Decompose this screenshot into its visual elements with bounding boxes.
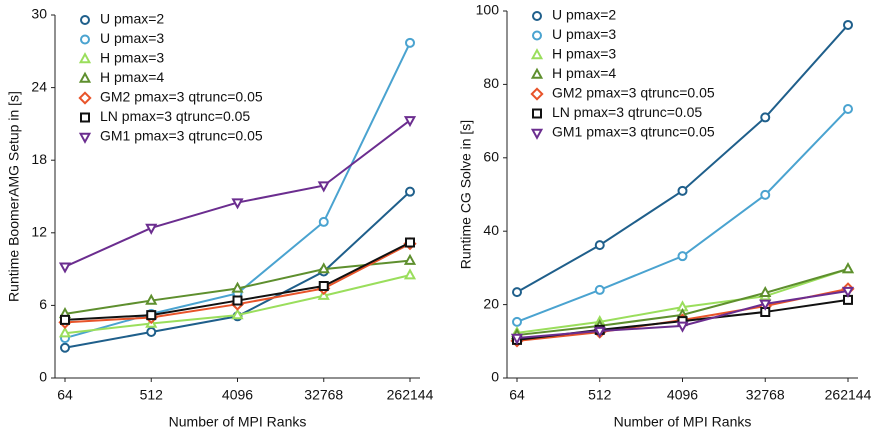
x-tick-label: 32768 — [304, 387, 343, 403]
legend-label: U pmax=3 — [100, 30, 164, 46]
data-point — [842, 19, 854, 30]
legend-label: LN pmax=3 qtrunc=0.05 — [552, 104, 702, 120]
y-tick-label: 100 — [476, 2, 500, 18]
data-point — [58, 326, 72, 338]
data-point — [318, 281, 329, 292]
y-tick-label: 30 — [31, 6, 47, 22]
legend-marker — [78, 91, 92, 105]
y-tick-label: 0 — [491, 369, 499, 385]
y-axis-title: Runtime BoomerAMG Setup in [s] — [6, 91, 22, 302]
x-tick-label: 64 — [509, 387, 525, 403]
legend-marker — [532, 108, 542, 119]
legend-label: H pmax=4 — [552, 65, 616, 81]
series-line — [516, 108, 849, 323]
data-point — [231, 198, 244, 210]
data-point — [843, 294, 853, 305]
data-point — [510, 333, 524, 345]
y-tick-label: 6 — [39, 296, 47, 312]
data-point — [676, 321, 689, 333]
legend-label: LN pmax=3 qtrunc=0.05 — [100, 108, 250, 124]
data-point — [511, 316, 523, 327]
legend-label: U pmax=2 — [552, 7, 616, 23]
legend-label: H pmax=4 — [100, 69, 164, 85]
legend-marker — [531, 30, 543, 41]
legend-marker — [80, 112, 90, 123]
data-point — [145, 223, 158, 235]
data-point — [594, 240, 605, 251]
data-point — [231, 308, 244, 320]
y-tick-label: 18 — [31, 151, 47, 167]
data-point — [677, 251, 688, 262]
legend-label: GM2 pmax=3 qtrunc=0.05 — [100, 89, 263, 105]
data-point — [759, 285, 772, 298]
data-point — [59, 342, 71, 353]
data-point — [759, 299, 772, 311]
y-tick-label: 12 — [31, 224, 47, 240]
legend-marker — [530, 48, 544, 60]
legend-label: H pmax=3 — [100, 50, 164, 66]
legend-label: GM2 pmax=3 qtrunc=0.05 — [552, 85, 715, 101]
legend-marker — [531, 11, 543, 21]
x-axis-title: Number of MPI Ranks — [614, 414, 752, 430]
legend-label: H pmax=3 — [552, 46, 616, 62]
data-point — [403, 253, 417, 265]
legend-marker — [79, 15, 91, 25]
data-point — [760, 112, 771, 123]
x-axis-title: Number of MPI Ranks — [169, 414, 307, 430]
legend-label: GM1 pmax=3 qtrunc=0.05 — [552, 124, 715, 140]
legend-label: GM1 pmax=3 qtrunc=0.05 — [100, 128, 263, 144]
data-point — [231, 281, 244, 293]
data-point — [146, 327, 157, 338]
x-tick-label: 4096 — [222, 387, 253, 403]
y-tick-label: 20 — [483, 295, 499, 311]
data-point — [760, 189, 771, 200]
data-point — [232, 295, 243, 306]
x-tick-label: 32768 — [746, 387, 785, 403]
legend-marker — [78, 71, 92, 83]
x-tick-label: 512 — [140, 387, 164, 403]
legend-marker — [530, 128, 544, 140]
x-tick-label: 4096 — [667, 387, 698, 403]
legend-marker — [78, 132, 92, 144]
data-point — [60, 314, 70, 325]
legend-label: U pmax=3 — [552, 26, 616, 42]
data-point — [403, 116, 417, 128]
legend-marker — [530, 67, 544, 79]
x-tick-label: 262144 — [387, 387, 434, 403]
y-tick-label: 24 — [31, 78, 47, 94]
y-tick-label: 80 — [483, 75, 499, 91]
data-point — [317, 262, 330, 274]
data-point — [58, 262, 72, 274]
data-point — [593, 326, 606, 338]
data-point — [146, 310, 157, 321]
data-point — [405, 237, 415, 248]
data-point — [841, 262, 855, 274]
y-tick-label: 40 — [483, 222, 499, 238]
data-point — [841, 286, 855, 298]
data-point — [404, 37, 416, 48]
y-tick-label: 60 — [483, 149, 499, 165]
data-point — [317, 181, 330, 193]
legend-marker — [78, 52, 92, 64]
x-tick-label: 64 — [57, 387, 73, 403]
legend-marker — [79, 34, 91, 45]
data-point — [594, 284, 605, 295]
y-axis-title: Runtime CG Solve in [s] — [458, 120, 474, 269]
legend-marker — [530, 87, 544, 101]
data-point — [145, 293, 158, 305]
x-tick-label: 262144 — [825, 387, 872, 403]
x-tick-label: 512 — [588, 387, 612, 403]
data-point — [842, 104, 854, 114]
y-tick-label: 0 — [39, 369, 47, 385]
data-point — [677, 185, 688, 196]
data-point — [318, 216, 329, 227]
data-point — [404, 186, 416, 197]
data-point — [403, 268, 417, 280]
data-point — [511, 287, 523, 298]
legend-label: U pmax=2 — [100, 11, 164, 27]
